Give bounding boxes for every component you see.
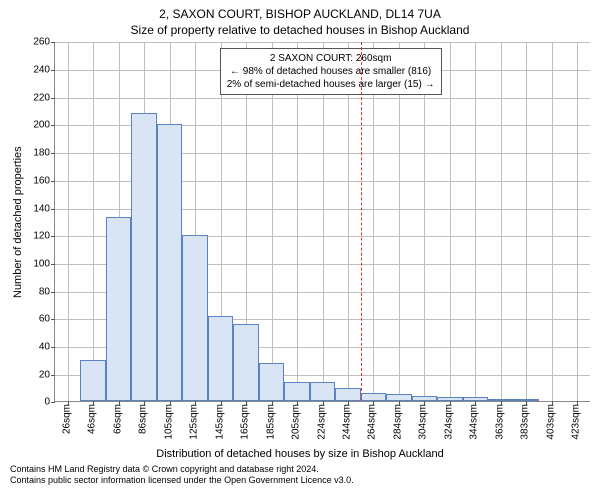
x-tick-label: 105sqm xyxy=(163,404,174,440)
x-tick-label: 264sqm xyxy=(367,404,378,440)
y-tick-label: 200 xyxy=(33,120,50,131)
histogram-bar xyxy=(463,397,488,401)
x-tick-label: 66sqm xyxy=(112,404,123,434)
footer-line1: Contains HM Land Registry data © Crown c… xyxy=(10,464,319,474)
y-axis-ticks: 020406080100120140160180200220240260 xyxy=(26,42,54,402)
y-tick-label: 40 xyxy=(39,341,50,352)
x-tick-label: 324sqm xyxy=(443,404,454,440)
y-tick-label: 120 xyxy=(33,231,50,242)
annotation-box: 2 SAXON COURT: 260sqm← 98% of detached h… xyxy=(220,48,442,95)
histogram-bar xyxy=(284,382,309,401)
histogram-bar xyxy=(437,397,462,401)
histogram-bar xyxy=(131,113,156,401)
x-tick-label: 344sqm xyxy=(469,404,480,440)
x-tick-label: 304sqm xyxy=(418,404,429,440)
x-tick-label: 165sqm xyxy=(240,404,251,440)
histogram-bar xyxy=(233,324,258,402)
histogram-bar xyxy=(310,382,335,401)
y-tick-label: 0 xyxy=(44,397,50,408)
chart-subtitle: Size of property relative to detached ho… xyxy=(10,22,590,38)
histogram-bar xyxy=(157,124,182,401)
y-tick-label: 20 xyxy=(39,369,50,380)
chart-container: 2, SAXON COURT, BISHOP AUCKLAND, DL14 7U… xyxy=(0,0,600,500)
histogram-bar xyxy=(80,360,105,402)
x-tick-label: 224sqm xyxy=(316,404,327,440)
y-tick-label: 100 xyxy=(33,258,50,269)
y-tick-label: 240 xyxy=(33,65,50,76)
x-tick-label: 145sqm xyxy=(214,404,225,440)
y-tick-label: 220 xyxy=(33,92,50,103)
y-tick-label: 60 xyxy=(39,314,50,325)
x-axis-label: Distribution of detached houses by size … xyxy=(10,448,590,460)
x-tick-label: 185sqm xyxy=(265,404,276,440)
y-tick-label: 140 xyxy=(33,203,50,214)
y-axis-label: Number of detached properties xyxy=(10,42,26,402)
x-tick-label: 86sqm xyxy=(138,404,149,434)
chart-row: Number of detached properties 0204060801… xyxy=(10,42,590,402)
marker-line xyxy=(361,42,362,401)
page-title: 2, SAXON COURT, BISHOP AUCKLAND, DL14 7U… xyxy=(10,6,590,22)
histogram-bar xyxy=(259,363,284,402)
histogram-bar xyxy=(412,396,437,402)
histogram-bar xyxy=(514,399,539,402)
y-tick-label: 260 xyxy=(33,37,50,48)
histogram-bar xyxy=(361,393,386,401)
x-tick-label: 205sqm xyxy=(291,404,302,440)
histogram-bar xyxy=(488,399,513,401)
x-tick-label: 363sqm xyxy=(494,404,505,440)
x-tick-label: 423sqm xyxy=(571,404,582,440)
histogram-bar xyxy=(182,235,207,401)
x-tick-label: 244sqm xyxy=(341,404,352,440)
y-tick-label: 160 xyxy=(33,175,50,186)
y-tick-label: 80 xyxy=(39,286,50,297)
x-axis-ticks: 26sqm 46sqm 66sqm 86sqm 105sqm 125sqm 145sqm 16… xyxy=(54,402,590,448)
histogram-bar xyxy=(335,388,360,402)
footer-attribution: Contains HM Land Registry data © Crown c… xyxy=(10,464,590,486)
x-tick-label: 284sqm xyxy=(392,404,403,440)
x-tick-label: 383sqm xyxy=(520,404,531,440)
x-tick-label: 403sqm xyxy=(545,404,556,440)
x-tick-label: 46sqm xyxy=(87,404,98,434)
x-tick-label: 125sqm xyxy=(189,404,200,440)
histogram-bar xyxy=(208,316,233,402)
histogram-bar xyxy=(386,394,411,401)
histogram-bar xyxy=(106,217,131,401)
x-tick-label: 26sqm xyxy=(61,404,72,434)
plot-area: 2 SAXON COURT: 260sqm← 98% of detached h… xyxy=(54,42,590,402)
y-tick-label: 180 xyxy=(33,148,50,159)
footer-line2: Contains public sector information licen… xyxy=(10,475,590,486)
